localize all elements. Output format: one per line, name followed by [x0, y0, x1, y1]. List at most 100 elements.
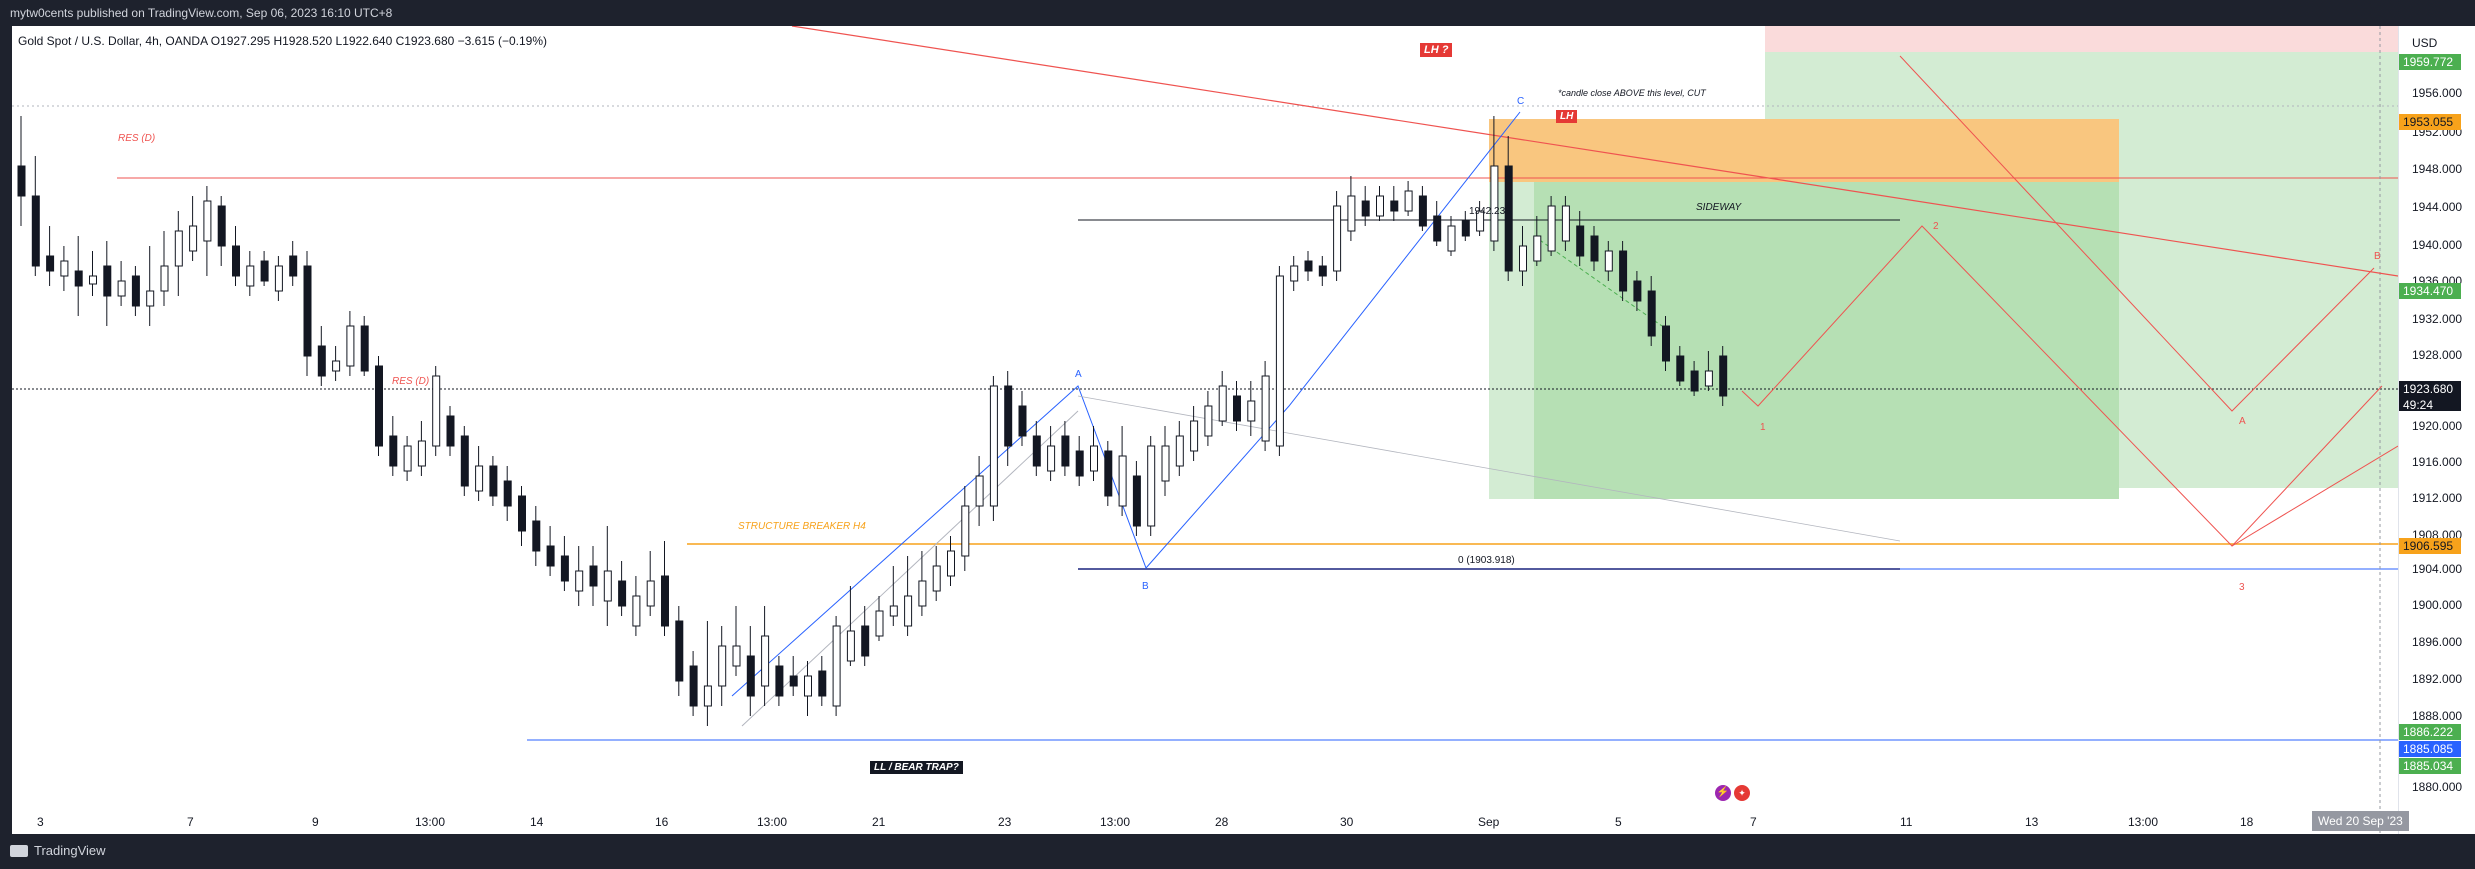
candle-body	[31, 195, 40, 267]
price-tick: 1888.000	[2412, 709, 2463, 723]
price-tick: 1892.000	[2412, 672, 2463, 686]
candles	[17, 116, 1728, 726]
candle-body	[575, 570, 584, 592]
candle-body	[1333, 205, 1342, 272]
candle-body	[460, 435, 469, 487]
time-tick: 13:00	[757, 815, 788, 829]
candle-body	[589, 565, 598, 587]
candle-body	[1104, 450, 1113, 497]
candle-body	[232, 245, 240, 277]
candle-body	[346, 325, 355, 367]
candle-body	[975, 475, 984, 507]
proj-2-label: 2	[1933, 221, 1939, 232]
lightning-icon[interactable]: ⚡	[1715, 785, 1731, 801]
time-tick: 7	[187, 815, 194, 829]
candle-body	[1233, 395, 1241, 422]
candle-body	[632, 595, 641, 627]
time-tick: 28	[1215, 815, 1229, 829]
candle-body	[432, 375, 441, 447]
symbol-legend: Gold Spot / U.S. Dollar, 4h, OANDA O1927…	[18, 34, 548, 48]
candle-body	[274, 265, 283, 292]
candle-body	[1719, 355, 1728, 397]
time-tick: Sep	[1478, 815, 1500, 829]
sideway-label: SIDEWAY	[1696, 202, 1742, 213]
price-tick: 1944.000	[2412, 200, 2463, 214]
chart-drawing	[12, 26, 2398, 834]
candle-body	[832, 625, 841, 707]
candle-body	[732, 645, 741, 667]
candle-body	[174, 230, 183, 267]
candle-body	[1032, 435, 1041, 467]
dashed-projection	[1533, 235, 1663, 327]
currency-label: USD	[2412, 36, 2438, 50]
candle-body	[1447, 225, 1456, 252]
candle-body	[789, 675, 798, 687]
candle-body	[1476, 210, 1485, 232]
candle-body	[1018, 405, 1027, 437]
candle-body	[475, 465, 484, 492]
candle-body	[1633, 280, 1642, 302]
price-tick: 1912.000	[2412, 491, 2463, 505]
bear-trap-label: LL / BEAR TRAP?	[870, 761, 963, 774]
candle-body	[1519, 245, 1527, 272]
price-tick: 1920.000	[2412, 419, 2463, 433]
candle-body	[746, 655, 755, 697]
candle-body	[189, 225, 198, 252]
candle-body	[1533, 235, 1542, 262]
price-axis[interactable]	[2399, 26, 2475, 834]
current-price-value: 1923.680	[2403, 382, 2454, 396]
crosshair-date-label: Wed 20 Sep '23	[2312, 811, 2409, 831]
price-tick: 1916.000	[2412, 455, 2463, 469]
candle-body	[932, 565, 941, 592]
candle-note: *candle close ABOVE this level, CUT	[1558, 88, 1706, 98]
candle-body	[703, 685, 712, 707]
fib-1942-label: 1942.233	[1469, 206, 1511, 217]
price-label-green-low: 1885.034	[2399, 758, 2461, 774]
candle-body	[1647, 290, 1656, 337]
candle-body	[317, 345, 326, 377]
candle-body	[818, 670, 827, 697]
proj-1-label: 1	[1760, 422, 1766, 433]
candle-body	[160, 265, 169, 292]
candle-body	[1418, 195, 1427, 227]
candle-body	[1561, 205, 1570, 242]
time-tick: 18	[2240, 815, 2254, 829]
published-text: mytw0cents published on TradingView.com,…	[10, 6, 393, 20]
candle-body	[289, 255, 298, 277]
candle-body	[646, 580, 655, 607]
chart-canvas[interactable]: RES (D) RES (D) STRUCTURE BREAKER H4 LL …	[12, 26, 2399, 834]
candle-body	[718, 645, 727, 687]
projection-path-1	[1741, 225, 2383, 547]
channel-line	[741, 410, 1079, 727]
candle-body	[489, 465, 498, 497]
wave-b-label: B	[1142, 581, 1149, 592]
tradingview-logo[interactable]: TradingView	[10, 843, 106, 858]
fib-0-label: 0 (1903.918)	[1458, 555, 1515, 566]
target-zone-inner	[1534, 182, 2119, 499]
candle-body	[131, 275, 140, 307]
stop-zone	[1765, 26, 2398, 52]
candle-body	[146, 290, 155, 307]
candle-body	[217, 205, 226, 247]
candle-body	[1604, 250, 1613, 272]
candle-body	[1576, 225, 1585, 257]
candle-body	[417, 440, 426, 467]
candle-body	[1147, 445, 1156, 527]
structure-breaker-label: STRUCTURE BREAKER H4	[738, 521, 866, 532]
projection-path-2	[1899, 55, 2375, 412]
candle-body	[889, 605, 898, 617]
price-tick: 1896.000	[2412, 635, 2463, 649]
candle-body	[1318, 265, 1327, 277]
price-tick: 1948.000	[2412, 162, 2463, 176]
candle-body	[446, 415, 455, 447]
us-flag-icon[interactable]: ✦	[1734, 785, 1750, 801]
candle-body	[1361, 200, 1370, 217]
candle-body	[1004, 385, 1013, 447]
proj-3-label: 3	[2239, 582, 2245, 593]
candle-body	[546, 545, 555, 567]
candle-body	[1047, 445, 1056, 472]
candle-body	[1290, 265, 1299, 282]
candle-body	[532, 520, 541, 552]
price-label-orange-low: 1906.595	[2399, 538, 2461, 554]
candle-body	[1275, 275, 1284, 447]
